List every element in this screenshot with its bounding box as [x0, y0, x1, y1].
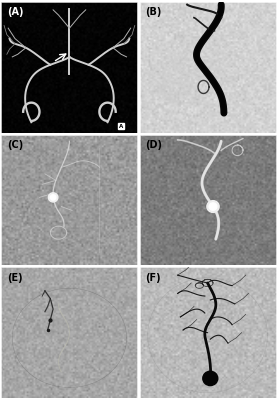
- Circle shape: [207, 201, 219, 212]
- Circle shape: [203, 371, 218, 386]
- Text: (C): (C): [7, 140, 23, 150]
- Text: (F): (F): [145, 272, 161, 282]
- Polygon shape: [42, 213, 97, 265]
- Circle shape: [209, 203, 217, 210]
- Polygon shape: [160, 74, 189, 102]
- Circle shape: [48, 193, 58, 202]
- Polygon shape: [8, 141, 76, 206]
- Circle shape: [50, 195, 56, 200]
- Polygon shape: [171, 27, 226, 80]
- Text: (B): (B): [145, 7, 161, 17]
- Text: (D): (D): [145, 140, 162, 150]
- Text: A: A: [119, 124, 123, 129]
- Text: (E): (E): [7, 272, 22, 282]
- Polygon shape: [148, 59, 193, 101]
- Text: (A): (A): [7, 7, 23, 17]
- Polygon shape: [56, 187, 110, 239]
